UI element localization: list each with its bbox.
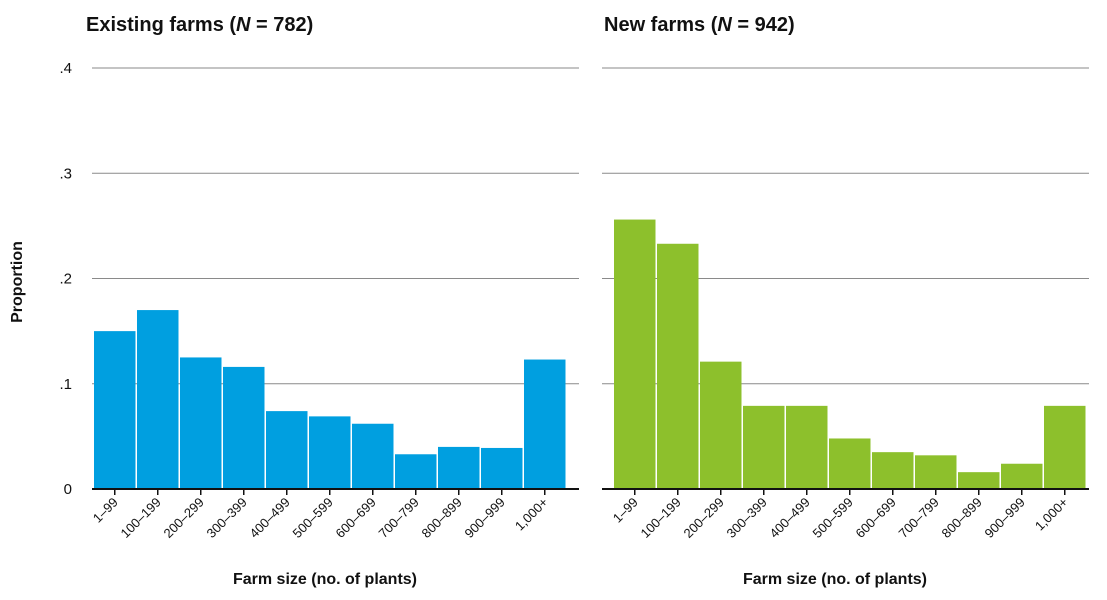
bar-4 xyxy=(223,366,265,489)
bar-7 xyxy=(872,452,914,489)
y-tick-label: 0 xyxy=(64,481,72,498)
bar-2 xyxy=(137,310,179,489)
x-tick-label: 400–499 xyxy=(246,495,292,541)
x-tick-label: 200–299 xyxy=(680,495,726,541)
bar-5 xyxy=(786,405,828,489)
x-tick-label: 500–599 xyxy=(809,495,855,541)
bar-10 xyxy=(481,447,523,489)
bar-1 xyxy=(614,219,656,489)
chart-panels: Existing farms (N = 782)1–99100–199200–2… xyxy=(86,14,1089,588)
x-tick-label: 1–99 xyxy=(610,495,641,526)
bar-3 xyxy=(700,361,742,489)
panel-title: New farms (N = 942) xyxy=(604,14,795,36)
x-tick-label: 1,000+ xyxy=(512,495,551,534)
x-tick-label: 1,000+ xyxy=(1032,495,1071,534)
x-axis-label: Farm size (no. of plants) xyxy=(233,571,417,588)
x-tick-label: 900–999 xyxy=(981,495,1027,541)
bar-1 xyxy=(94,331,136,489)
y-tick-label: .1 xyxy=(59,376,72,393)
bar-2 xyxy=(657,243,699,489)
bar-8 xyxy=(395,454,437,489)
y-axis-ticks: 0 .1 .2 .3 .4 xyxy=(59,60,72,498)
panel-title: Existing farms (N = 782) xyxy=(86,14,313,36)
bar-10 xyxy=(1001,463,1043,489)
x-tick-label: 900–999 xyxy=(461,495,507,541)
y-axis-label: Proportion xyxy=(9,241,26,323)
x-tick-label: 600–699 xyxy=(852,495,898,541)
bar-5 xyxy=(266,411,308,489)
bar-6 xyxy=(829,438,871,489)
x-tick-label: 600–699 xyxy=(332,495,378,541)
x-tick-label: 700–799 xyxy=(375,495,421,541)
x-tick-label: 300–399 xyxy=(203,495,249,541)
bar-4 xyxy=(743,405,785,489)
x-tick-label: 200–299 xyxy=(160,495,206,541)
x-tick-label: 500–599 xyxy=(289,495,335,541)
x-tick-label: 800–899 xyxy=(418,495,464,541)
bar-7 xyxy=(352,423,394,489)
bar-11 xyxy=(524,359,566,489)
y-tick-label: .3 xyxy=(59,165,72,182)
bar-6 xyxy=(309,416,351,489)
chart-panel-1: Existing farms (N = 782) 1–99100–199200–2… xyxy=(86,14,579,588)
x-tick-label: 1–99 xyxy=(90,495,121,526)
x-tick-label: 300–399 xyxy=(723,495,769,541)
y-tick-label: .2 xyxy=(59,271,72,288)
x-axis-label: Farm size (no. of plants) xyxy=(743,571,927,588)
x-tick-label: 800–899 xyxy=(938,495,984,541)
bar-9 xyxy=(958,472,1000,489)
chart-panel-2: New farms (N = 942) 1–99100–199200–299300… xyxy=(602,14,1089,588)
bar-8 xyxy=(915,455,957,489)
bar-11 xyxy=(1044,405,1086,489)
x-tick-label: 400–499 xyxy=(766,495,812,541)
x-tick-label: 100–199 xyxy=(637,495,683,541)
x-tick-label: 100–199 xyxy=(117,495,163,541)
bar-9 xyxy=(438,446,480,489)
bar-3 xyxy=(180,357,222,489)
y-tick-label: .4 xyxy=(59,60,72,77)
x-tick-label: 700–799 xyxy=(895,495,941,541)
